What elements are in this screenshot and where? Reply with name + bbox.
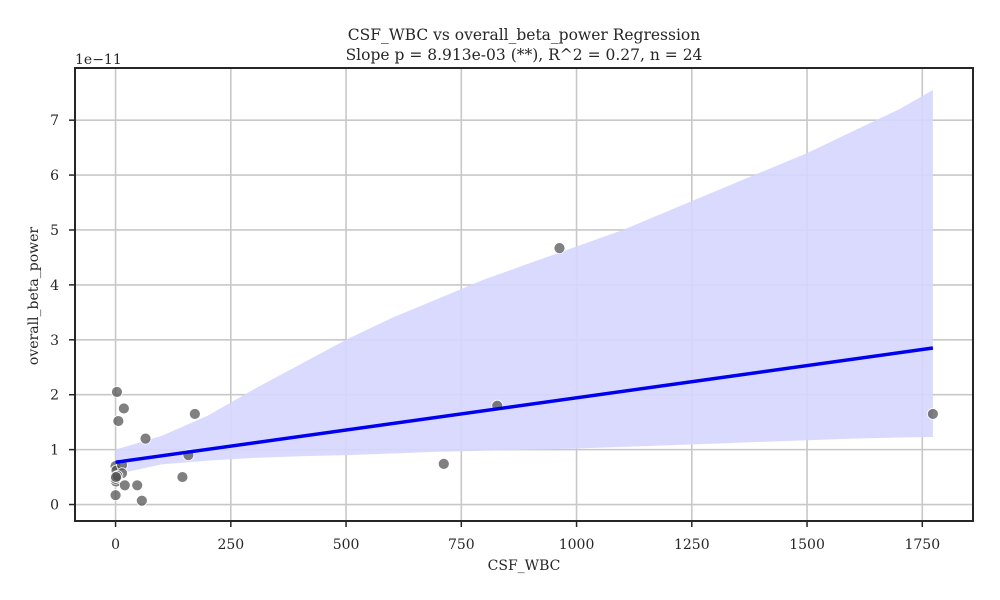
confidence-band bbox=[115, 90, 933, 475]
data-point bbox=[926, 408, 939, 420]
chart-title: CSF_WBC vs overall_beta_power Regression bbox=[348, 26, 700, 44]
x-axis-label: CSF_WBC bbox=[488, 558, 561, 574]
data-point bbox=[131, 479, 144, 492]
ticks-layer: 0 250 500 750 1000 1250 1500 1750 0 1 2 3 4 5 6 7 bbox=[50, 113, 940, 553]
chart-subtitle: Slope p = 8.913e-03 (**), R^2 = 0.27, n … bbox=[346, 46, 703, 64]
x-tick-label: 0 bbox=[111, 537, 120, 553]
y-axis-label: overall_beta_power bbox=[26, 227, 42, 365]
data-point bbox=[117, 402, 130, 415]
data-point bbox=[437, 457, 450, 470]
regression-line bbox=[115, 346, 934, 464]
x-tick-label: 500 bbox=[333, 537, 360, 553]
data-point bbox=[112, 415, 125, 427]
data-point bbox=[188, 408, 201, 420]
x-tick-label: 750 bbox=[448, 537, 475, 553]
data-point bbox=[109, 489, 122, 502]
y-tick-label: 1 bbox=[50, 443, 59, 459]
data-point bbox=[139, 432, 152, 445]
x-tick-label: 1750 bbox=[904, 537, 940, 553]
x-tick-label: 250 bbox=[217, 537, 244, 553]
data-point bbox=[135, 494, 148, 507]
y-tick-label: 5 bbox=[50, 223, 59, 239]
y-offset-label: 1e−11 bbox=[75, 52, 122, 68]
x-tick-label: 1250 bbox=[674, 537, 710, 553]
x-tick-label: 1500 bbox=[789, 537, 825, 553]
y-tick-label: 3 bbox=[50, 333, 59, 349]
y-tick-label: 0 bbox=[50, 498, 59, 514]
plot-frame bbox=[74, 67, 974, 522]
x-tick-label: 1000 bbox=[559, 537, 595, 553]
data-point bbox=[176, 471, 189, 483]
data-point bbox=[111, 386, 123, 398]
y-tick-label: 4 bbox=[50, 278, 59, 294]
y-tick-label: 7 bbox=[50, 113, 59, 129]
data-point bbox=[110, 471, 122, 483]
y-tick-label: 6 bbox=[50, 168, 59, 184]
y-tick-label: 2 bbox=[50, 388, 59, 404]
data-point bbox=[118, 479, 131, 492]
data-point bbox=[553, 242, 566, 255]
